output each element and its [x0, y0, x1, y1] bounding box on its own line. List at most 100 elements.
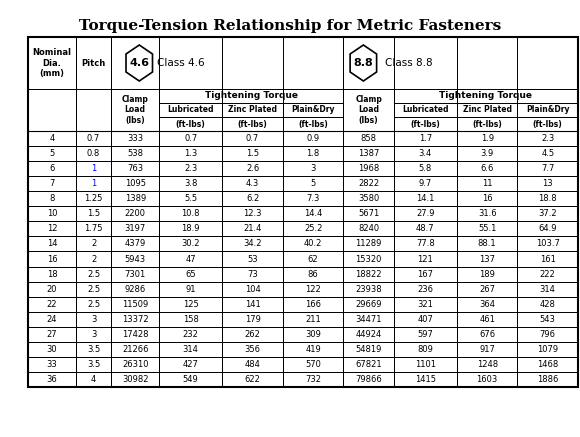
- Text: 7.3: 7.3: [306, 194, 320, 203]
- Text: 2.5: 2.5: [87, 300, 100, 309]
- Text: 6: 6: [49, 164, 55, 173]
- Bar: [76, 251, 111, 267]
- Text: 356: 356: [245, 345, 260, 354]
- Bar: [394, 161, 457, 176]
- Text: 1248: 1248: [477, 360, 498, 369]
- Bar: [517, 117, 578, 131]
- Text: 0.7: 0.7: [184, 134, 197, 143]
- Text: (ft-lbs): (ft-lbs): [411, 119, 440, 128]
- Bar: [222, 236, 283, 251]
- Text: 5: 5: [49, 149, 55, 158]
- Text: (ft-lbs): (ft-lbs): [533, 119, 563, 128]
- Bar: [457, 146, 517, 161]
- Text: 14: 14: [47, 239, 57, 249]
- Bar: [343, 131, 394, 146]
- Text: 189: 189: [479, 270, 495, 278]
- Text: 18822: 18822: [356, 270, 382, 278]
- Text: 5: 5: [310, 179, 316, 188]
- Bar: [76, 297, 111, 312]
- Text: 54819: 54819: [356, 345, 382, 354]
- Text: 141: 141: [245, 300, 260, 309]
- Text: 2: 2: [91, 254, 96, 264]
- Text: 73: 73: [247, 270, 258, 278]
- Text: 86: 86: [308, 270, 318, 278]
- Text: 5671: 5671: [358, 209, 379, 218]
- Text: 314: 314: [183, 345, 199, 354]
- Text: 15320: 15320: [356, 254, 382, 264]
- Text: 3.9: 3.9: [481, 149, 494, 158]
- Bar: [111, 236, 159, 251]
- Text: 5943: 5943: [125, 254, 146, 264]
- Bar: [222, 312, 283, 327]
- Bar: [394, 117, 457, 131]
- Text: 12.3: 12.3: [243, 209, 262, 218]
- Text: 2: 2: [91, 239, 96, 249]
- Bar: [517, 357, 578, 372]
- Text: 1.8: 1.8: [306, 149, 320, 158]
- Bar: [343, 312, 394, 327]
- Text: 34471: 34471: [356, 315, 382, 324]
- Text: 30.2: 30.2: [182, 239, 200, 249]
- Text: 5.5: 5.5: [184, 194, 197, 203]
- Bar: [111, 342, 159, 357]
- Bar: [28, 327, 76, 342]
- Bar: [343, 251, 394, 267]
- Text: 18.9: 18.9: [182, 224, 200, 233]
- Bar: [76, 191, 111, 206]
- Bar: [222, 372, 283, 387]
- Text: 0.9: 0.9: [306, 134, 320, 143]
- Bar: [517, 236, 578, 251]
- Bar: [28, 89, 76, 131]
- Bar: [343, 222, 394, 236]
- Bar: [159, 297, 222, 312]
- Bar: [517, 297, 578, 312]
- Bar: [343, 297, 394, 312]
- Text: 1.5: 1.5: [87, 209, 100, 218]
- Bar: [283, 117, 343, 131]
- Bar: [283, 312, 343, 327]
- Text: 44924: 44924: [356, 330, 382, 339]
- Bar: [457, 131, 517, 146]
- Text: 34.2: 34.2: [243, 239, 262, 249]
- Bar: [28, 267, 76, 281]
- Text: 62: 62: [308, 254, 318, 264]
- Bar: [394, 176, 457, 191]
- Text: 1.75: 1.75: [84, 224, 103, 233]
- Bar: [343, 372, 394, 387]
- Bar: [159, 236, 222, 251]
- Bar: [517, 191, 578, 206]
- Text: 3.8: 3.8: [184, 179, 197, 188]
- Bar: [111, 206, 159, 222]
- Bar: [222, 267, 283, 281]
- Text: 103.7: 103.7: [536, 239, 560, 249]
- Bar: [159, 251, 222, 267]
- Bar: [28, 281, 76, 297]
- Text: 37.2: 37.2: [538, 209, 557, 218]
- Text: Pitch: Pitch: [81, 59, 106, 67]
- Text: 55.1: 55.1: [478, 224, 496, 233]
- Bar: [517, 103, 578, 117]
- Bar: [394, 281, 457, 297]
- Text: 1: 1: [91, 164, 96, 173]
- Bar: [394, 267, 457, 281]
- Text: 570: 570: [305, 360, 321, 369]
- Text: 77.8: 77.8: [416, 239, 435, 249]
- Text: 104: 104: [245, 284, 260, 294]
- Text: 91: 91: [186, 284, 196, 294]
- Text: 333: 333: [127, 134, 143, 143]
- Bar: [111, 37, 343, 89]
- Text: 166: 166: [305, 300, 321, 309]
- Bar: [111, 251, 159, 267]
- Text: 9.7: 9.7: [419, 179, 432, 188]
- Text: Tightening Torque: Tightening Torque: [440, 91, 532, 101]
- Text: 484: 484: [245, 360, 260, 369]
- Bar: [394, 131, 457, 146]
- Bar: [28, 222, 76, 236]
- Text: 4379: 4379: [125, 239, 146, 249]
- Bar: [222, 281, 283, 297]
- Text: 6.6: 6.6: [480, 164, 494, 173]
- Text: Nominal
Dia.
(mm): Nominal Dia. (mm): [32, 48, 71, 78]
- Text: 796: 796: [540, 330, 556, 339]
- Text: 538: 538: [127, 149, 143, 158]
- Text: 22: 22: [47, 300, 57, 309]
